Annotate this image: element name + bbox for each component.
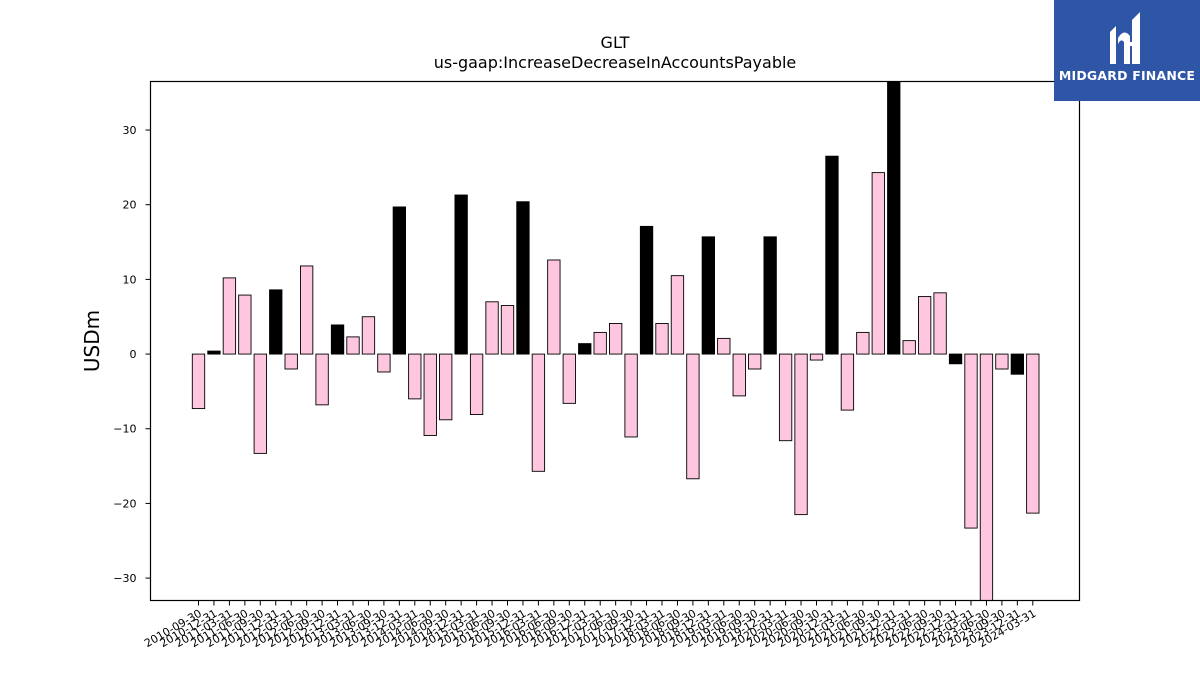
bar-2017-06-30 (609, 323, 623, 355)
x-axis-ticks: 2010-09-302010-12-312011-03-312011-06-30… (142, 600, 1038, 650)
bar-2018-12-31 (701, 236, 716, 355)
y-tick-label: −30 (113, 572, 136, 585)
bar-2021-06-30 (856, 331, 870, 355)
bar-2014-12-31 (454, 194, 468, 355)
bars-group (191, 81, 1040, 601)
bar-2015-12-31 (516, 201, 530, 355)
bar-2013-12-31 (392, 206, 406, 355)
bar-2014-06-30 (423, 353, 437, 436)
bar-2012-03-31 (284, 353, 298, 370)
midgard-logo-icon (1110, 12, 1140, 64)
bar-2017-03-31 (593, 331, 607, 355)
bar-2020-03-31 (778, 353, 793, 442)
bar-2013-06-30 (361, 316, 376, 355)
bar-2016-06-30 (547, 259, 561, 355)
bar-2016-09-30 (562, 353, 576, 404)
bar-2015-06-30 (485, 301, 499, 355)
bar-2016-12-31 (578, 343, 592, 355)
y-tick-label: 20 (123, 199, 137, 212)
bar-2023-03-31 (964, 353, 978, 529)
y-tick-label: 0 (130, 348, 137, 361)
bar-2011-03-31 (222, 277, 237, 355)
bar-2024-03-31 (1026, 353, 1040, 514)
bar-2022-09-30 (933, 292, 947, 355)
bar-2017-12-31 (639, 225, 654, 355)
y-tick-label: 10 (123, 273, 137, 286)
bar-2023-12-31 (1010, 353, 1025, 375)
bar-2019-12-31 (763, 236, 777, 355)
bar-2010-12-31 (207, 350, 221, 355)
bar-2023-09-30 (995, 353, 1009, 370)
bar-2013-03-31 (346, 336, 360, 355)
bar-2017-09-30 (624, 353, 638, 438)
bar-2012-09-30 (315, 353, 329, 406)
bar-2022-03-31 (902, 340, 916, 355)
chart-title: GLT (601, 33, 630, 52)
bar-2015-09-30 (500, 305, 515, 355)
y-tick-label: −10 (113, 423, 136, 436)
bar-2011-09-30 (253, 353, 267, 454)
bar-2021-09-30 (871, 172, 885, 355)
bar-2020-09-30 (809, 353, 824, 361)
chart-subtitle: us-gaap:IncreaseDecreaseInAccountsPayabl… (434, 53, 797, 72)
bar-2018-03-31 (655, 323, 669, 355)
brand-name: MIDGARD FINANCE (1058, 68, 1196, 83)
bar-2016-03-31 (531, 353, 546, 472)
bar-2011-12-31 (269, 289, 283, 355)
plot-frame (149, 80, 1081, 602)
bar-2014-03-31 (408, 353, 422, 400)
bar-2012-06-30 (300, 265, 314, 355)
bar-2014-09-30 (439, 353, 453, 421)
bar-2019-03-31 (717, 337, 731, 355)
bar-2021-12-31 (887, 81, 901, 355)
bar-2020-06-30 (794, 353, 808, 516)
bar-2010-09-30 (191, 353, 206, 410)
bar-2018-09-30 (686, 353, 700, 480)
bar-2022-06-30 (918, 296, 932, 355)
bar-2021-03-31 (840, 353, 855, 411)
bar-2022-12-31 (948, 353, 963, 365)
bar-2015-03-31 (469, 353, 484, 416)
bar-2023-06-30 (979, 353, 994, 601)
bar-2011-06-30 (238, 294, 252, 355)
bar-2019-09-30 (748, 353, 762, 370)
bar-2013-09-30 (377, 353, 391, 373)
bar-2020-12-31 (825, 155, 839, 355)
midgard-finance-logo: MIDGARD FINANCE (1054, 0, 1200, 101)
bar-2012-12-31 (330, 324, 345, 355)
bar-2019-06-30 (732, 353, 746, 397)
y-axis-label: USDm (80, 310, 104, 372)
y-tick-label: 30 (123, 124, 137, 137)
bar-2018-06-30 (670, 275, 685, 355)
y-tick-label: −20 (113, 497, 136, 510)
y-axis-ticks: −30 −20 −10 0 10 20 30 (113, 124, 151, 585)
